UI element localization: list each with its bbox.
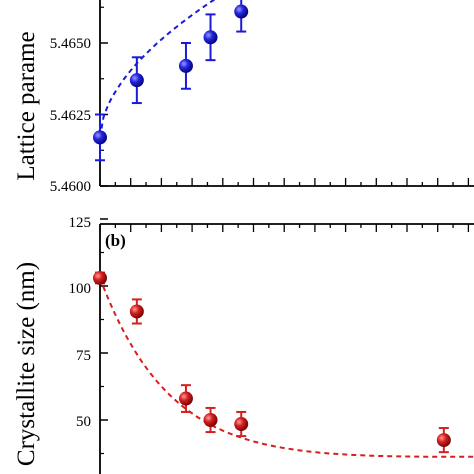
data-point — [234, 4, 249, 19]
panel-b-y-tick-label: 50 — [76, 414, 91, 430]
data-point — [436, 433, 451, 448]
data-point — [203, 413, 218, 427]
panel-a-ticks — [99, 6, 470, 187]
panel-a-y-tick-label: 5.4625 — [50, 108, 91, 124]
panel-a-fit-curve — [99, 0, 216, 138]
panel-b-y-axis-title: Crystallite size (nm) — [13, 262, 40, 466]
panel-a-y-tick-label: 5.4600 — [50, 179, 91, 195]
data-point — [93, 270, 107, 285]
panel-a-y-tick-label: 5.4650 — [50, 36, 91, 52]
panel-b: 50 75 100 125 (b) Crystallite size (nm) — [13, 215, 474, 474]
panel-a-data-points — [93, 0, 249, 162]
panel-a: 5.4600 5.4625 5.4650 Lattice parame — [13, 0, 474, 195]
panel-b-ticks — [99, 218, 470, 455]
panel-a-y-axis-title: Lattice parame — [13, 31, 40, 180]
data-point — [234, 417, 249, 432]
panel-b-y-tick-label: 125 — [69, 215, 92, 231]
data-point — [129, 304, 144, 319]
panel-b-label: (b) — [105, 231, 126, 250]
panel-b-data-points — [93, 270, 451, 454]
data-point — [178, 58, 193, 73]
data-point — [129, 73, 144, 88]
data-point — [93, 130, 107, 145]
panel-b-y-tick-label: 100 — [69, 281, 92, 297]
data-point — [203, 30, 218, 45]
panel-b-fit-curve — [99, 277, 474, 458]
panel-b-y-tick-label: 75 — [76, 348, 91, 364]
data-point — [178, 391, 193, 406]
